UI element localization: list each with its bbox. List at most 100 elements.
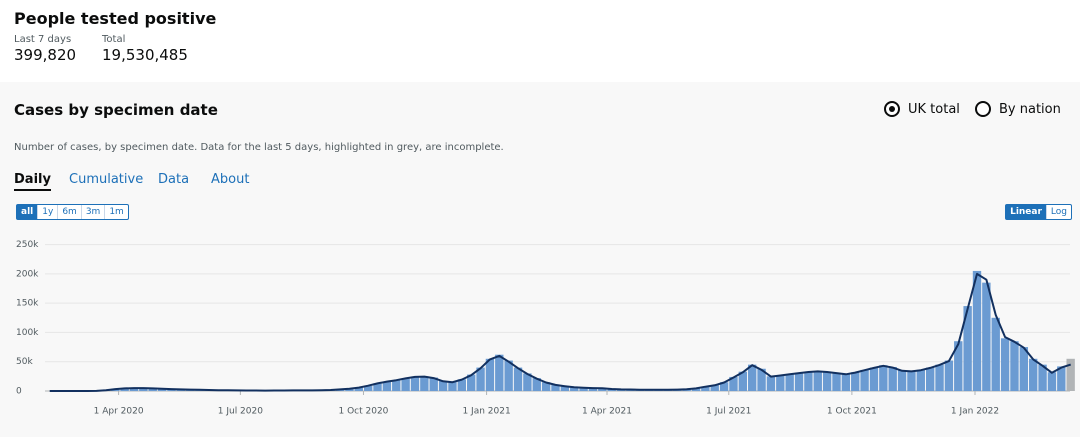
range-button[interactable]: 1y [38,205,59,219]
bar [935,364,944,391]
bar [691,388,701,391]
bar [148,388,157,391]
tab[interactable]: Daily [14,172,51,191]
tab[interactable]: Data [158,172,190,187]
bar [954,341,963,391]
x-tick-label: 1 Jul 2020 [218,407,263,417]
header-title: People tested positive [14,9,217,28]
bar [925,367,935,391]
scale-button[interactable]: Log [1050,207,1067,217]
bar [832,372,841,391]
bar [888,366,897,391]
radio-option[interactable]: By nation [975,101,1061,117]
bar [963,306,972,391]
bar [579,387,588,391]
bar [139,388,148,391]
y-tick-label: 250k [16,240,39,250]
bar [813,371,822,391]
bar [157,388,167,391]
bar [410,376,420,391]
bar [504,360,513,391]
bar [485,358,495,391]
average-line [49,272,1072,392]
radio-option[interactable]: UK total [884,101,960,117]
stat: Last 7 days 399,820 [14,34,76,64]
bar [748,364,757,391]
bar [851,372,860,391]
bar [1057,366,1066,391]
bar [513,367,523,391]
radio-dot[interactable] [884,101,900,117]
bar [869,367,879,391]
bar [448,381,457,391]
range-button[interactable]: all [17,205,39,219]
bar [588,388,598,391]
y-tick-label: 150k [16,299,39,309]
bar [841,374,851,391]
chart: 0 50k 100k 150k 200k 250k 1 Apr 2020 1 Jul 2020… [16,240,1075,417]
bar [776,375,785,391]
bar [1000,338,1010,391]
bar [392,380,401,391]
tab[interactable]: About [211,172,250,187]
bar [363,386,373,391]
stat-value: 399,820 [14,46,77,64]
bar [982,282,991,391]
tab[interactable]: Cumulative [69,172,144,187]
bar [420,376,429,391]
bar [944,360,954,391]
range-button[interactable]: 6m [58,205,82,219]
bar [785,374,794,391]
bar [738,371,748,391]
range-buttons: all 1y 6m 3m 1m [16,204,129,220]
bar [860,369,869,391]
bar [907,371,916,391]
bar [1066,358,1075,391]
x-tick-label: 1 Jan 2022 [951,407,999,417]
bar [401,378,410,391]
bar [560,386,570,391]
bar [429,377,438,391]
radio-dot[interactable] [975,101,991,117]
card-title: Cases by specimen date [14,101,218,119]
bar [879,365,888,391]
stat-label: Total [102,34,126,45]
x-tick-label: 1 Apr 2021 [582,407,632,417]
bar [972,270,982,391]
scale-button[interactable]: Linear [1006,205,1047,219]
x-tick-label: 1 Apr 2020 [94,407,144,417]
x-tick-label: 1 Oct 2021 [827,407,877,417]
bar [345,388,354,391]
bar [1047,372,1057,391]
bar [916,369,925,391]
x-tick-label: 1 Jul 2021 [706,407,751,417]
bar [757,368,766,391]
bar [120,388,129,391]
stat-value: 19,530,485 [102,46,188,64]
bar [354,387,363,391]
bar [476,367,485,391]
bar [1038,364,1047,391]
bar [598,388,607,391]
y-tick-label: 200k [16,269,39,279]
range-button[interactable]: 1m [109,207,124,217]
bar [991,317,1000,391]
bar [822,371,832,391]
scale-buttons: Linear Log [1005,204,1072,220]
bar [551,384,560,391]
bar [532,378,541,391]
stat-label: Last 7 days [14,34,72,45]
x-tick-label: 1 Oct 2020 [339,407,389,417]
bar [729,376,738,391]
range-button[interactable]: 3m [82,205,106,219]
bar [794,372,804,391]
y-tick-label: 100k [16,328,39,338]
bar [1029,358,1038,391]
bar [541,382,551,391]
bar [766,376,776,391]
radio-label[interactable]: UK total [908,101,960,117]
stat: Total 19,530,485 [102,34,188,64]
bar [129,387,139,391]
radio-label[interactable]: By nation [999,101,1061,117]
